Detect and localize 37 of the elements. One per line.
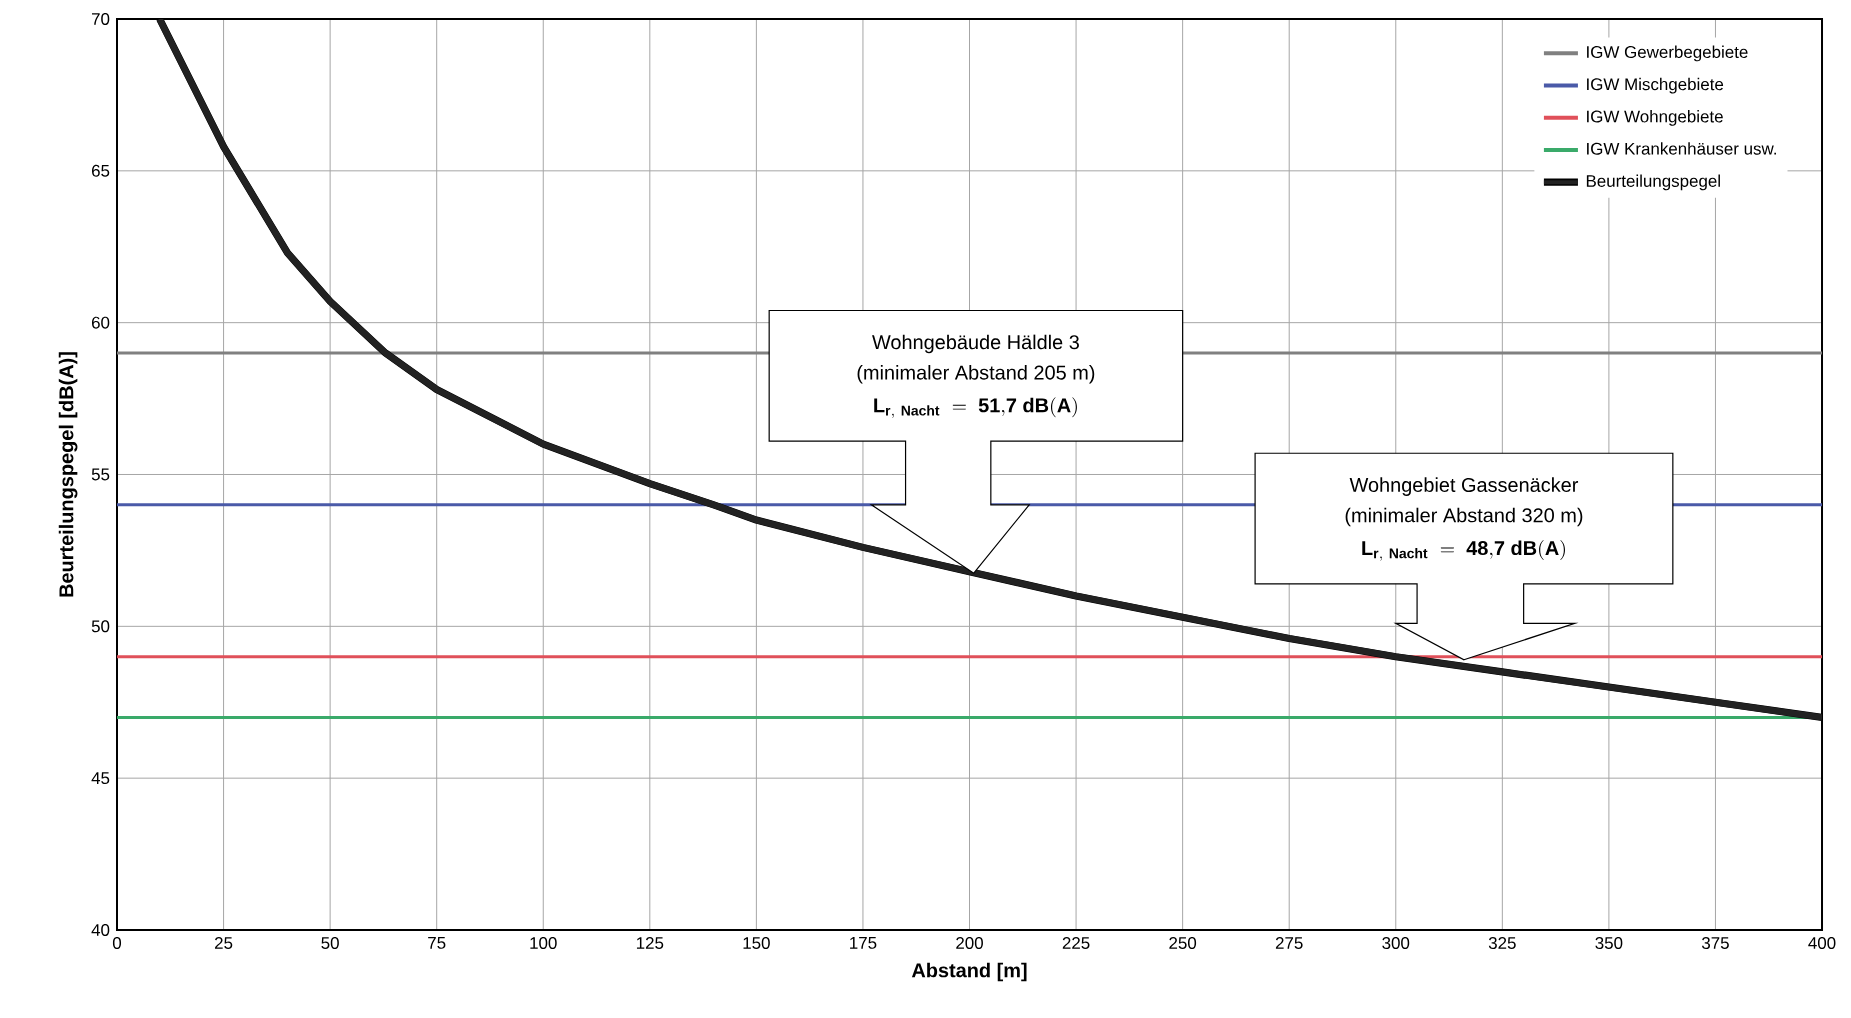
- annotation: Wohngebäude Häldle 3: [872, 334, 1079, 354]
- x-tick-label: 350: [1595, 937, 1623, 950]
- x-tick-label: 100: [530, 937, 557, 950]
- legend-label: IGW Wohngebiete: [1587, 110, 1723, 126]
- annotation: (minimaler Abstand 320 m): [1345, 507, 1583, 527]
- x-tick-label: 275: [1275, 937, 1303, 950]
- x-tick-label: 250: [1169, 937, 1197, 950]
- y-tick-label: 40: [91, 924, 110, 936]
- x-tick-label: 200: [956, 937, 983, 950]
- y-tick-label: 45: [91, 772, 110, 785]
- legend-label: IGW Mischgebiete: [1587, 77, 1724, 94]
- y-tick-label: 60: [92, 316, 110, 329]
- y-tick-label: 50: [91, 620, 110, 633]
- y-axis-title: Beurteilungspegel [dB(A)]: [58, 352, 78, 597]
- x-tick-label: 300: [1382, 937, 1410, 950]
- x-tick-label: 150: [743, 937, 770, 950]
- y-tick-label: 55: [91, 468, 110, 481]
- x-tick-label: 325: [1488, 937, 1516, 950]
- annotation: $\mathbf{L_{r,\ Nacht}\ =\ 51{,}7\ dB(A)}$: [874, 397, 1077, 419]
- annotation: Wohngebiet Gassenäcker: [1349, 477, 1579, 496]
- y-tick-label: 65: [92, 164, 110, 177]
- legend-label: IGW Krankenhäuser usw.: [1587, 142, 1776, 155]
- x-tick-label: 25: [214, 937, 233, 950]
- annotation: $\mathbf{L_{r,\ Nacht}\ =\ 48{,}7\ dB(A)}$: [1362, 539, 1565, 561]
- legend-label: Beurteilungspegel: [1586, 174, 1720, 191]
- x-tick-label: 375: [1701, 937, 1729, 950]
- y-tick-label: 70: [92, 13, 110, 25]
- x-tick-label: 75: [428, 937, 446, 949]
- x-tick-label: 50: [321, 937, 339, 950]
- x-tick-label: 0: [112, 937, 122, 950]
- x-tick-label: 125: [636, 937, 664, 950]
- x-tick-label: 400: [1808, 937, 1836, 950]
- x-tick-label: 175: [850, 937, 877, 949]
- x-axis-title: Abstand [m]: [911, 962, 1027, 982]
- x-tick-label: 225: [1062, 937, 1090, 950]
- annotation: (minimaler Abstand 205 m): [857, 365, 1095, 384]
- legend-label: IGW Gewerbegebiete: [1587, 45, 1748, 62]
